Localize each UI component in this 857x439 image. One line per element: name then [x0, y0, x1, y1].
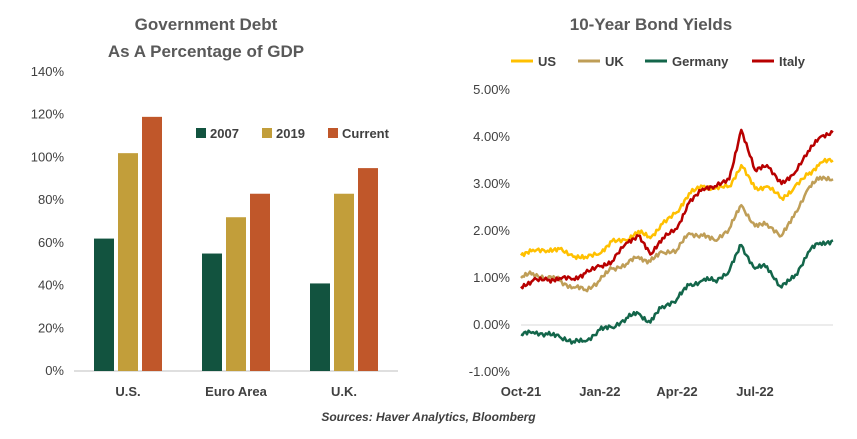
bar-category-label: U.S.	[115, 384, 140, 399]
bar-chart-subtitle: As A Percentage of GDP	[108, 42, 304, 61]
bar-current-2	[358, 168, 378, 371]
bar-category-label: U.K.	[331, 384, 357, 399]
bar-y-tick-label: 0%	[45, 363, 64, 378]
legend-label-2007: 2007	[210, 126, 239, 141]
legend-swatch-current	[328, 128, 338, 138]
legend-label-2019: 2019	[276, 126, 305, 141]
line-y-tick-label: -1.00%	[469, 364, 511, 379]
line-y-tick-label: 0.00%	[473, 317, 510, 332]
bar-current-1	[250, 193, 270, 371]
line-series-italy	[520, 128, 834, 290]
line-chart-title: 10-Year Bond Yields	[570, 15, 733, 34]
bar-y-tick-label: 80%	[38, 192, 64, 207]
legend-label-uk: UK	[605, 54, 624, 69]
bar-chart-title: Government Debt	[135, 15, 278, 34]
bar-y-tick-label: 40%	[38, 278, 64, 293]
line-y-tick-label: 5.00%	[473, 82, 510, 97]
bar-2019-2	[334, 193, 354, 371]
bar-2007-2	[310, 283, 330, 371]
line-x-tick-label: Apr-22	[656, 384, 697, 399]
legend-label-current: Current	[342, 126, 390, 141]
line-x-tick-label: Jul-22	[736, 384, 774, 399]
line-series-uk	[520, 175, 834, 293]
bar-y-tick-label: 100%	[31, 149, 65, 164]
line-y-tick-label: 4.00%	[473, 129, 510, 144]
line-x-tick-label: Jan-22	[579, 384, 620, 399]
bar-y-tick-label: 20%	[38, 320, 64, 335]
bar-2007-0	[94, 238, 114, 371]
legend-swatch-2007	[196, 128, 206, 138]
source-note: Sources: Haver Analytics, Bloomberg	[321, 410, 536, 424]
line-chart: -1.00% 0.00% 1.00% 2.00% 3.00% 4.00% 5.00% Oct-…	[469, 54, 834, 399]
legend-label-us: US	[538, 54, 556, 69]
bar-y-tick-label: 120%	[31, 107, 65, 122]
legend-swatch-2019	[262, 128, 272, 138]
line-y-tick-label: 2.00%	[473, 223, 510, 238]
bar-category-label: Euro Area	[205, 384, 267, 399]
line-x-tick-label: Oct-21	[501, 384, 541, 399]
bar-y-tick-label: 60%	[38, 235, 64, 250]
line-y-tick-label: 1.00%	[473, 270, 510, 285]
bar-2007-1	[202, 253, 222, 371]
bar-current-0	[142, 116, 162, 371]
bar-chart: 0% 20% 40% 60% 80% 100% 120% 140% U.S. Euro Area U…	[31, 64, 398, 399]
line-series-germany	[520, 239, 834, 345]
bar-2019-1	[226, 217, 246, 371]
legend-label-germany: Germany	[672, 54, 729, 69]
line-series-us	[519, 157, 834, 261]
legend-label-italy: Italy	[779, 54, 806, 69]
bar-2019-0	[118, 153, 138, 371]
bar-y-tick-label: 140%	[31, 64, 65, 79]
line-y-tick-label: 3.00%	[473, 176, 510, 191]
